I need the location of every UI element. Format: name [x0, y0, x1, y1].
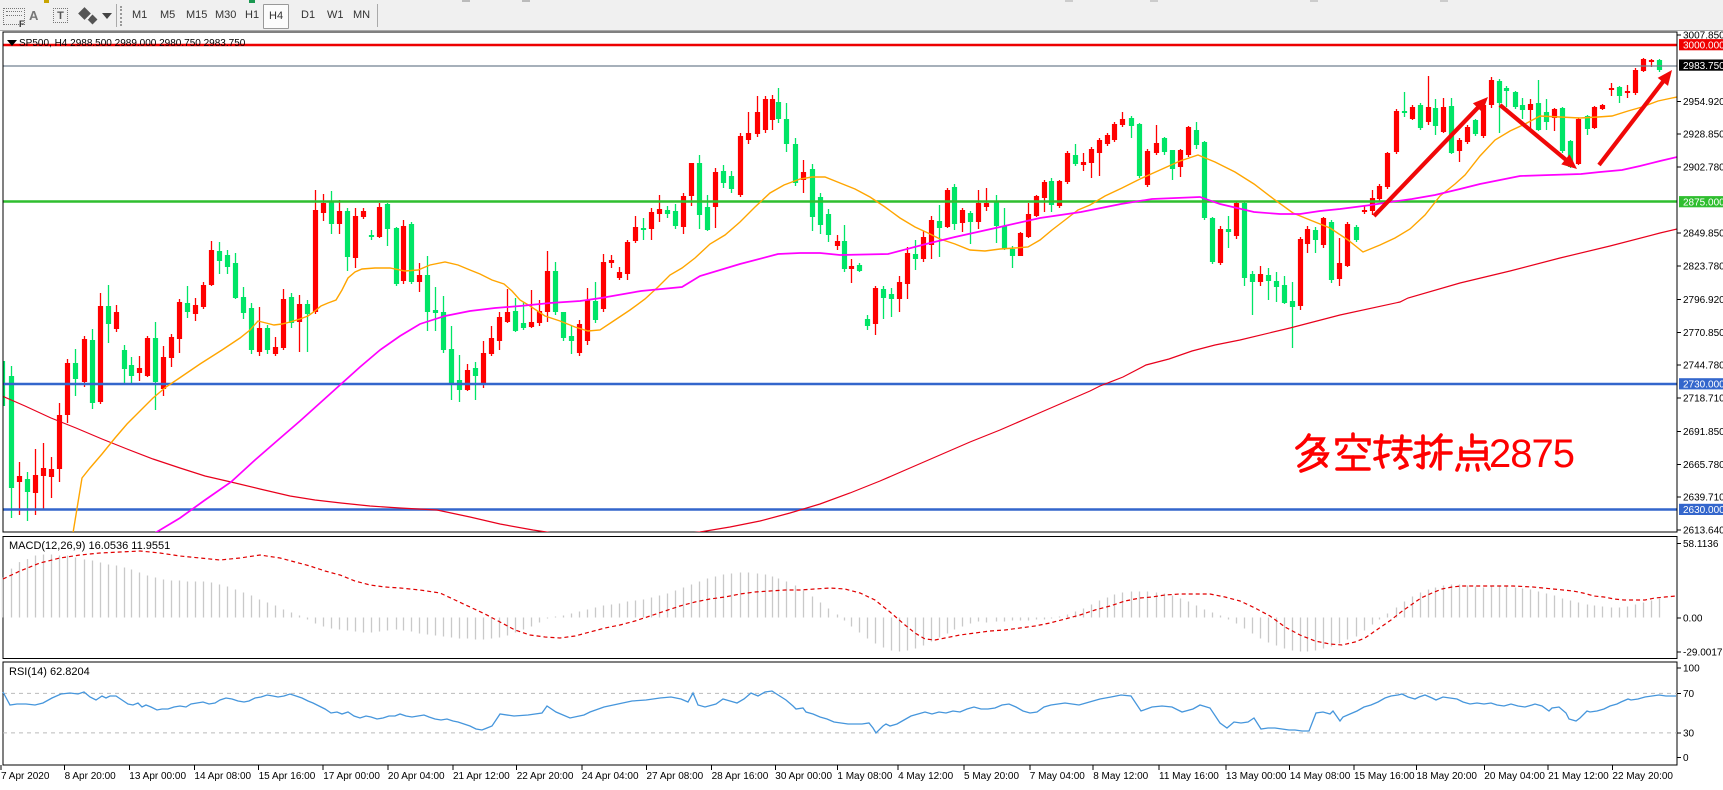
svg-text:2630.000: 2630.000 — [1683, 505, 1723, 516]
svg-text:13 May 00:00: 13 May 00:00 — [1226, 771, 1287, 782]
svg-text:2718.710: 2718.710 — [1683, 393, 1723, 404]
svg-text:21 May 12:00: 21 May 12:00 — [1548, 771, 1609, 782]
svg-text:2849.850: 2849.850 — [1683, 229, 1723, 240]
svg-text:2875: 2875 — [1489, 432, 1574, 476]
svg-text:15 May 16:00: 15 May 16:00 — [1354, 771, 1415, 782]
svg-text:2928.850: 2928.850 — [1683, 130, 1723, 141]
svg-text:7 Apr 2020: 7 Apr 2020 — [1, 771, 50, 782]
svg-text:8 Apr 20:00: 8 Apr 20:00 — [65, 771, 117, 782]
svg-text:17 Apr 00:00: 17 Apr 00:00 — [323, 771, 380, 782]
svg-text:2730.000: 2730.000 — [1683, 380, 1723, 391]
svg-text:100: 100 — [1683, 664, 1700, 675]
svg-text:2796.920: 2796.920 — [1683, 295, 1723, 306]
svg-text:2639.710: 2639.710 — [1683, 493, 1723, 504]
svg-text:21 Apr 12:00: 21 Apr 12:00 — [453, 771, 510, 782]
svg-text:RSI(14) 62.8204: RSI(14) 62.8204 — [9, 666, 90, 678]
svg-text:22 May 20:00: 22 May 20:00 — [1612, 771, 1673, 782]
svg-text:2613.640: 2613.640 — [1683, 525, 1723, 536]
svg-text:18 May 20:00: 18 May 20:00 — [1416, 771, 1477, 782]
svg-text:58.1136: 58.1136 — [1683, 539, 1719, 550]
svg-text:-29.0017: -29.0017 — [1683, 648, 1723, 659]
svg-text:27 Apr 08:00: 27 Apr 08:00 — [647, 771, 704, 782]
svg-text:SP500, H4 2988.500 2989.000 29: SP500, H4 2988.500 2989.000 2980.750 298… — [19, 38, 246, 49]
svg-text:2954.920: 2954.920 — [1683, 97, 1723, 108]
svg-text:0: 0 — [1683, 753, 1689, 764]
svg-text:30 Apr 00:00: 30 Apr 00:00 — [775, 771, 832, 782]
svg-text:2770.850: 2770.850 — [1683, 328, 1723, 339]
svg-text:0.00: 0.00 — [1683, 614, 1703, 625]
svg-text:2823.780: 2823.780 — [1683, 261, 1723, 272]
svg-text:2691.850: 2691.850 — [1683, 427, 1723, 438]
svg-text:2902.780: 2902.780 — [1683, 162, 1723, 173]
svg-text:2744.780: 2744.780 — [1683, 361, 1723, 372]
svg-text:MACD(12,26,9) 16.0536 11.9551: MACD(12,26,9) 16.0536 11.9551 — [9, 540, 170, 552]
svg-text:4 May 12:00: 4 May 12:00 — [898, 771, 953, 782]
svg-text:11 May 16:00: 11 May 16:00 — [1159, 771, 1219, 782]
svg-text:7 May 04:00: 7 May 04:00 — [1030, 771, 1085, 782]
svg-text:20 Apr 04:00: 20 Apr 04:00 — [388, 771, 445, 782]
svg-text:70: 70 — [1683, 689, 1695, 700]
svg-text:5 May 20:00: 5 May 20:00 — [964, 771, 1019, 782]
svg-text:14 May 08:00: 14 May 08:00 — [1290, 771, 1351, 782]
svg-text:30: 30 — [1683, 728, 1695, 739]
svg-text:8 May 12:00: 8 May 12:00 — [1093, 771, 1148, 782]
svg-text:24 Apr 04:00: 24 Apr 04:00 — [582, 771, 639, 782]
svg-text:22 Apr 20:00: 22 Apr 20:00 — [517, 771, 574, 782]
svg-text:2665.780: 2665.780 — [1683, 460, 1723, 471]
svg-text:20 May 04:00: 20 May 04:00 — [1484, 771, 1545, 782]
svg-text:15 Apr 16:00: 15 Apr 16:00 — [259, 771, 316, 782]
svg-text:1 May 08:00: 1 May 08:00 — [837, 771, 892, 782]
svg-text:2875.000: 2875.000 — [1683, 198, 1723, 209]
svg-text:2983.750: 2983.750 — [1683, 61, 1723, 72]
svg-text:14 Apr 08:00: 14 Apr 08:00 — [194, 771, 251, 782]
svg-text:3000.000: 3000.000 — [1683, 41, 1723, 52]
svg-text:13 Apr 00:00: 13 Apr 00:00 — [129, 771, 186, 782]
svg-text:3007.850: 3007.850 — [1683, 30, 1723, 41]
svg-text:28 Apr 16:00: 28 Apr 16:00 — [712, 771, 769, 782]
